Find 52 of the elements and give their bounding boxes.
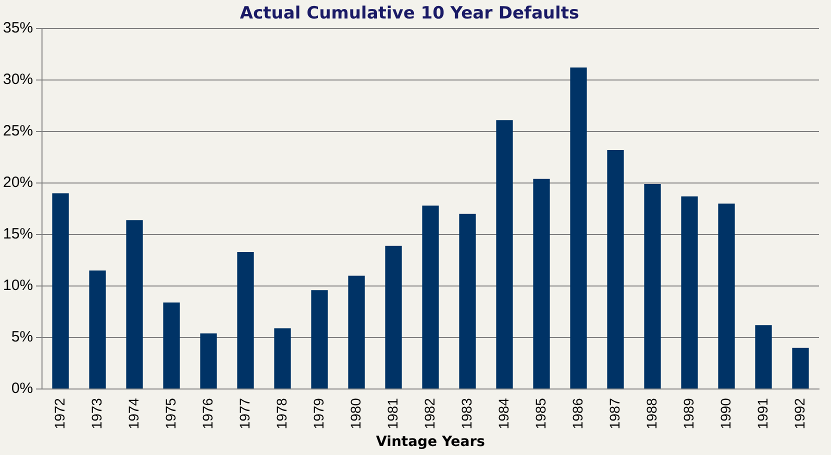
x-tick-label: 1976 (199, 398, 216, 430)
bar (274, 328, 291, 389)
x-tick-label: 1977 (236, 398, 252, 430)
y-tick-label: 20% (2, 174, 34, 192)
x-tick-label: 1974 (125, 398, 142, 430)
bar (385, 246, 402, 389)
x-tick-label: 1988 (643, 398, 660, 430)
y-tick-label: 25% (2, 122, 34, 140)
x-tick-label: 1980 (347, 398, 364, 430)
bar (681, 196, 698, 389)
x-tick-label: 1979 (310, 398, 326, 430)
x-tick-label: 1991 (754, 398, 770, 430)
y-tick-label: 15% (2, 226, 34, 243)
x-tick-label: 1981 (384, 398, 400, 430)
x-tick-label: 1986 (569, 398, 586, 430)
bar (792, 348, 809, 389)
bar (52, 193, 69, 389)
bar (459, 214, 476, 389)
bar (644, 184, 661, 389)
y-tick-label: 30% (2, 71, 34, 88)
x-tick-label: 1978 (273, 398, 290, 430)
bar (200, 333, 217, 389)
bar (755, 325, 772, 389)
x-tick-label: 1989 (680, 398, 696, 430)
bar (126, 220, 143, 389)
chart-title: Actual Cumulative 10 Year Defaults (240, 4, 580, 24)
bar (570, 68, 587, 389)
bar (348, 276, 365, 389)
bar (496, 120, 513, 389)
bar (311, 290, 328, 389)
bar (422, 206, 439, 389)
x-tick-label: 1992 (791, 398, 808, 430)
x-tick-label: 1990 (717, 398, 734, 430)
bar (607, 150, 624, 389)
bar (163, 302, 180, 389)
x-tick-label: 1987 (606, 398, 622, 430)
x-tick-label: 1983 (458, 398, 474, 430)
x-tick-label: 1982 (421, 398, 438, 430)
bar (89, 270, 106, 389)
x-tick-label: 1985 (532, 398, 548, 430)
bar (533, 178, 550, 389)
y-tick-label: 35% (2, 20, 34, 37)
y-tick-label: 0% (11, 380, 34, 398)
x-axis-title: Vintage Years (376, 434, 485, 450)
y-tick-label: 5% (11, 328, 34, 346)
bar (237, 252, 254, 389)
x-tick-label: 1973 (88, 398, 104, 430)
x-tick-label: 1972 (51, 398, 68, 430)
bar (718, 204, 735, 389)
x-tick-label: 1975 (162, 398, 178, 430)
x-tick-label: 1984 (495, 398, 512, 430)
y-tick-label: 10% (2, 277, 34, 294)
